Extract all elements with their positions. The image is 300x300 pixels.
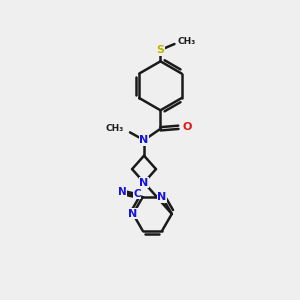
Text: O: O [182,122,191,132]
Text: C: C [133,189,141,199]
Text: N: N [118,187,126,197]
Text: N: N [158,192,167,202]
Text: CH₃: CH₃ [106,124,124,133]
Text: N: N [140,178,149,188]
Text: CH₃: CH₃ [178,38,196,46]
Text: S: S [157,45,164,55]
Text: N: N [140,135,149,145]
Text: N: N [128,209,138,219]
